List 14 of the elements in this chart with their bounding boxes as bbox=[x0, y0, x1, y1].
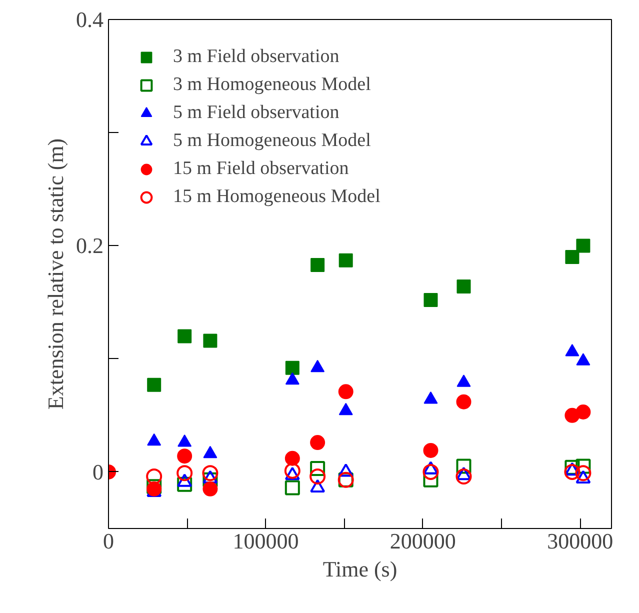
x-tick-label: 200000 bbox=[390, 528, 456, 554]
x-tick-label: 300000 bbox=[547, 528, 614, 554]
y-tick-label: 0.2 bbox=[76, 233, 104, 258]
x-axis-title: Time (s) bbox=[322, 556, 398, 582]
legend-label: 5 m Field observation bbox=[173, 102, 340, 124]
y-tick-label: 0.4 bbox=[76, 7, 104, 32]
y-axis-title: Extension relative to static (m) bbox=[43, 138, 68, 410]
y-tick-label: 0 bbox=[92, 459, 104, 484]
legend-label: 15 m Field observation bbox=[173, 158, 349, 180]
x-tick-label: 100000 bbox=[232, 528, 299, 554]
legend-label: 15 m Homogeneous Model bbox=[173, 186, 380, 208]
legend-label: 3 m Field observation bbox=[173, 46, 340, 68]
legend-label: 3 m Homogeneous Model bbox=[173, 74, 371, 96]
legend-label: 5 m Homogeneous Model bbox=[173, 130, 371, 152]
